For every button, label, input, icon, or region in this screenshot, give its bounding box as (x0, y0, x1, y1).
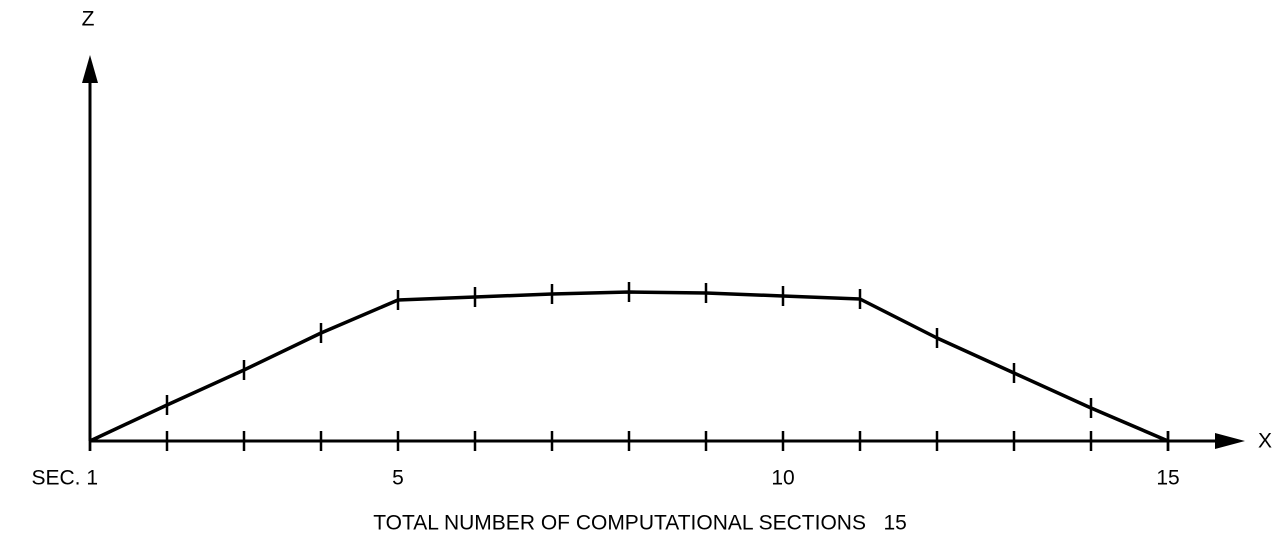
profile-line (89, 290, 1169, 443)
x-tick-label: 5 (392, 467, 404, 490)
y-axis-name: Z (82, 8, 95, 31)
x-tick-label: 15 (1156, 467, 1179, 490)
x-axis-name: X (1258, 430, 1272, 453)
x-tick-label: 10 (771, 467, 794, 490)
y-axis-arrow (82, 55, 98, 83)
x-axis-label: TOTAL NUMBER OF COMPUTATIONAL SECTIONS 1… (373, 512, 907, 535)
x-axis-arrow (1215, 433, 1245, 449)
x-tick-label: SEC. 1 (31, 467, 98, 490)
